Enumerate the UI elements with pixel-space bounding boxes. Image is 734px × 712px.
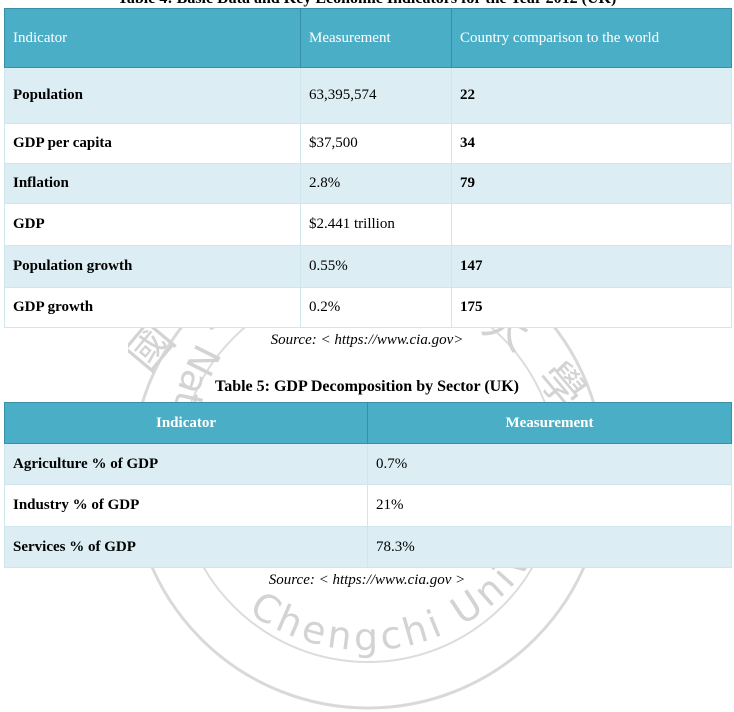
- measurement-cell: $37,500: [300, 123, 452, 164]
- rank-cell: 175: [451, 287, 732, 328]
- table-row: Agriculture % of GDP 0.7%: [4, 443, 732, 485]
- indicator-cell: Inflation: [4, 163, 301, 204]
- indicator-cell: GDP: [4, 203, 301, 246]
- table4-caption: Table 4: Basic Data and Key Economic Ind…: [0, 0, 734, 8]
- gdp-sector-table: Indicator Measurement Agriculture % of G…: [4, 402, 732, 568]
- table4-source: Source: < https://www.cia.gov>: [270, 332, 464, 348]
- indicator-cell: GDP growth: [4, 287, 301, 328]
- rank-cell: 147: [451, 245, 732, 288]
- column-header-indicator: Indicator: [4, 8, 301, 68]
- indicator-cell: GDP per capita: [4, 123, 301, 164]
- indicator-cell: Population growth: [4, 245, 301, 288]
- column-header-indicator: Indicator: [4, 402, 368, 444]
- measurement-cell: $2.441 trillion: [300, 203, 452, 246]
- measurement-cell: 63,395,574: [300, 67, 452, 124]
- measurement-cell: 0.2%: [300, 287, 452, 328]
- table-header-row: Indicator Measurement: [4, 402, 732, 444]
- measurement-cell: 2.8%: [300, 163, 452, 204]
- measurement-cell: 21%: [367, 484, 732, 527]
- measurement-cell: 0.55%: [300, 245, 452, 288]
- indicator-cell: Industry % of GDP: [4, 484, 368, 527]
- table-row: GDP per capita $37,500 34: [4, 123, 732, 164]
- rank-cell: 22: [451, 67, 732, 124]
- table-row: Industry % of GDP 21%: [4, 484, 732, 527]
- column-header-measurement: Measurement: [300, 8, 452, 68]
- table-row: GDP $2.441 trillion: [4, 203, 732, 246]
- rank-cell: [451, 203, 732, 246]
- indicator-cell: Services % of GDP: [4, 526, 368, 568]
- table5-source: Source: < https://www.cia.gov >: [268, 572, 466, 588]
- indicator-cell: Agriculture % of GDP: [4, 443, 368, 485]
- indicator-cell: Population: [4, 67, 301, 124]
- table5-caption: Table 5: GDP Decomposition by Sector (UK…: [215, 378, 519, 395]
- table-row: Population 63,395,574 22: [4, 67, 732, 124]
- table-row: Inflation 2.8% 79: [4, 163, 732, 204]
- measurement-cell: 78.3%: [367, 526, 732, 568]
- measurement-cell: 0.7%: [367, 443, 732, 485]
- economic-indicators-table: Indicator Measurement Country comparison…: [4, 8, 732, 328]
- table-row: Services % of GDP 78.3%: [4, 526, 732, 568]
- rank-cell: 34: [451, 123, 732, 164]
- rank-cell: 79: [451, 163, 732, 204]
- table-row: GDP growth 0.2% 175: [4, 287, 732, 328]
- column-header-measurement: Measurement: [367, 402, 732, 444]
- column-header-comparison: Country comparison to the world: [451, 8, 732, 68]
- table-row: Population growth 0.55% 147: [4, 245, 732, 288]
- table-header-row: Indicator Measurement Country comparison…: [4, 8, 732, 68]
